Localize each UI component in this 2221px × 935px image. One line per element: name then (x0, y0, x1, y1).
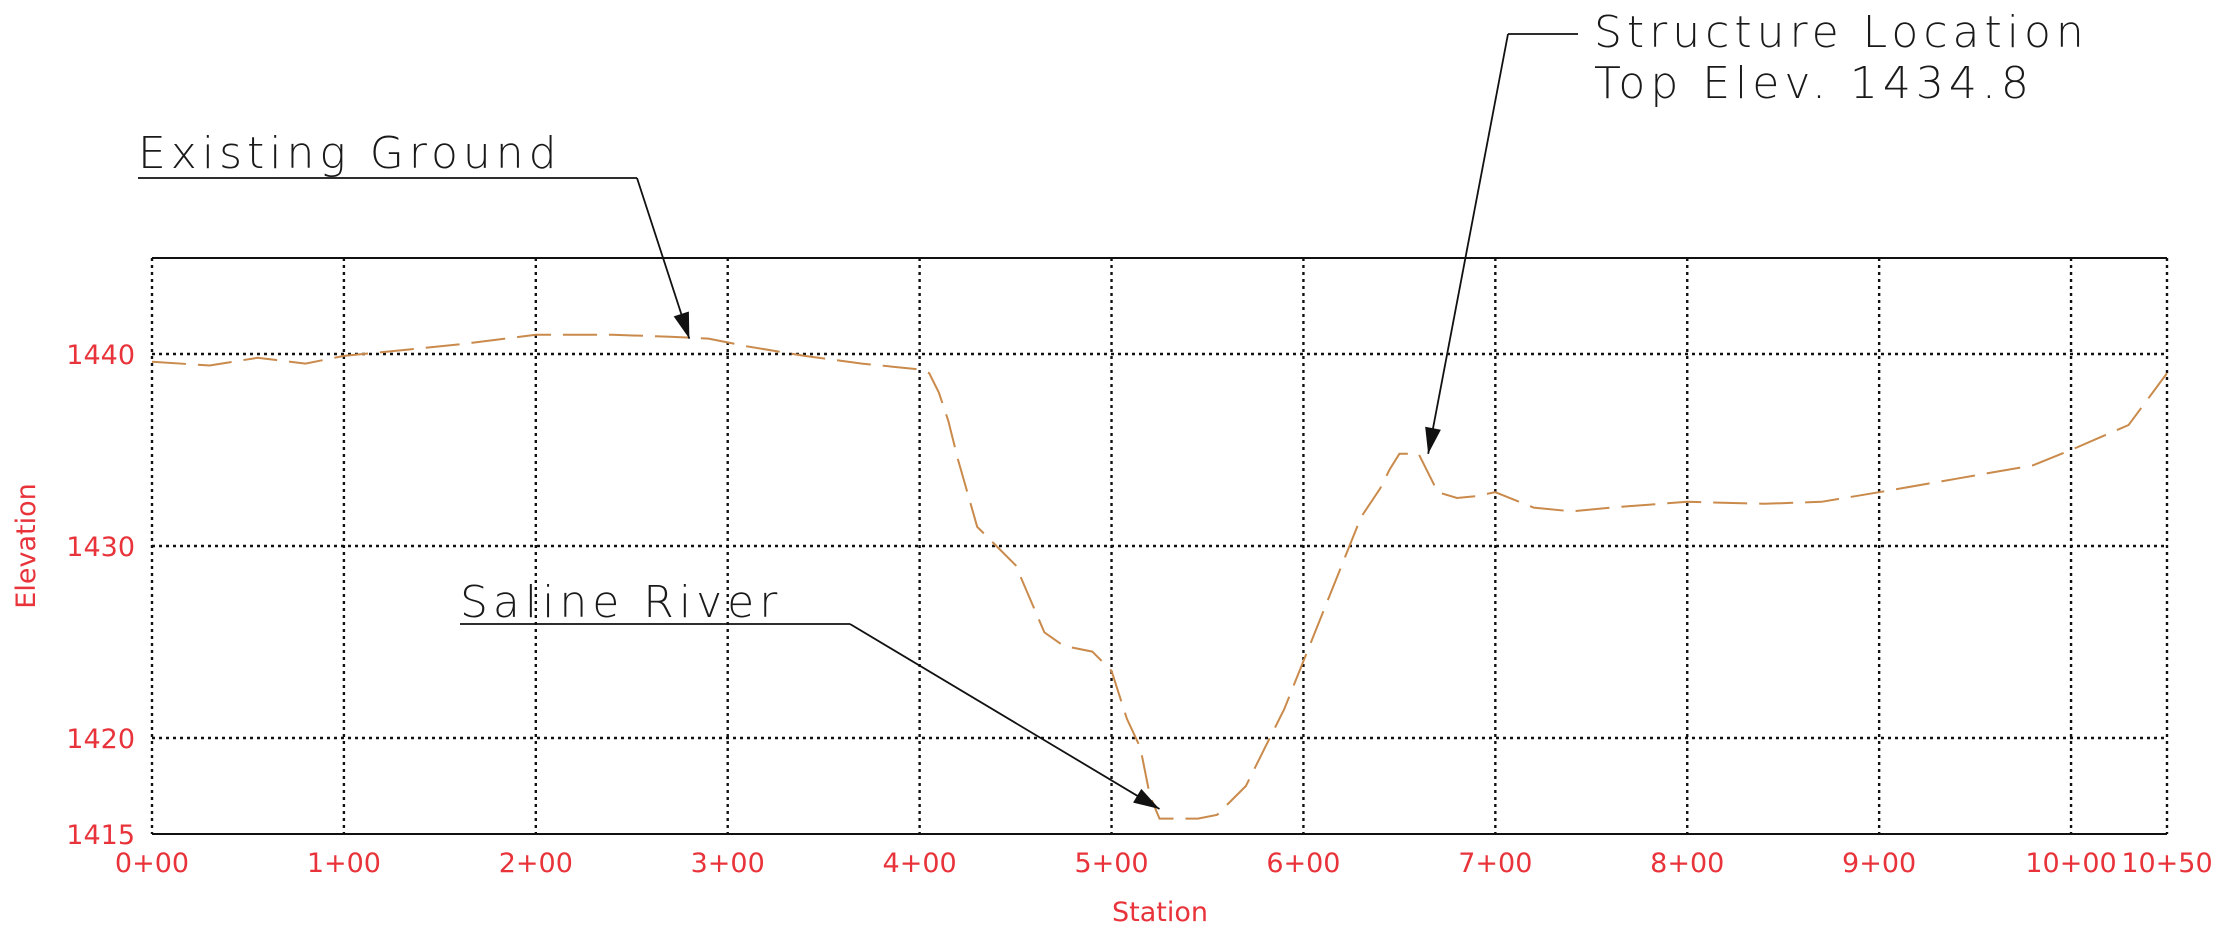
y-tick-label-1: 1420 (66, 724, 135, 755)
series-group (151, 333, 2168, 820)
x-tick-label-9: 9+00 (1842, 848, 1916, 879)
x-tick-label-11: 10+50 (2121, 848, 2212, 879)
annotation-structure-location: Structure Location (1594, 7, 2089, 58)
y-tick-label-2: 1430 (66, 532, 135, 563)
grid-lines (150, 257, 2169, 835)
series-line-0 (151, 333, 2168, 820)
x-tick-label-2: 2+00 (499, 848, 573, 879)
y-axis-title: Elevation (11, 483, 42, 608)
leader-line-structure-location (1427, 33, 1509, 455)
annotation-existing-ground: Existing Ground (138, 128, 562, 179)
arrowhead-saline-river (1133, 788, 1160, 810)
x-tick-label-4: 4+00 (883, 848, 957, 879)
x-tick-label-5: 5+00 (1074, 848, 1148, 879)
annotation-top-elev: Top Elev. 1434.8 (1594, 58, 2034, 109)
x-tick-label-8: 8+00 (1650, 848, 1724, 879)
y-tick-label-0: 1415 (66, 820, 135, 851)
x-tick-label-0: 0+00 (115, 848, 189, 879)
x-tick-label-3: 3+00 (691, 848, 765, 879)
annotation-saline-river: Saline River (460, 577, 782, 628)
leader-line-existing-ground (636, 177, 691, 339)
x-axis-title: Station (1112, 897, 1208, 928)
leader-line-saline-river (849, 623, 1160, 810)
x-tick-label-1: 1+00 (307, 848, 381, 879)
x-tick-label-10: 10+00 (2025, 848, 2116, 879)
x-tick-label-7: 7+00 (1458, 848, 1532, 879)
arrowhead-existing-ground (673, 311, 690, 339)
x-tick-label-6: 6+00 (1266, 848, 1340, 879)
annotation-leaders (138, 33, 1578, 810)
tick-labels: 0+00 1+00 2+00 3+00 4+00 5+00 6+00 7+00 8+00 9+00… (66, 340, 2212, 879)
arrowhead-structure-location (1425, 426, 1441, 454)
y-tick-label-3: 1440 (66, 340, 135, 371)
